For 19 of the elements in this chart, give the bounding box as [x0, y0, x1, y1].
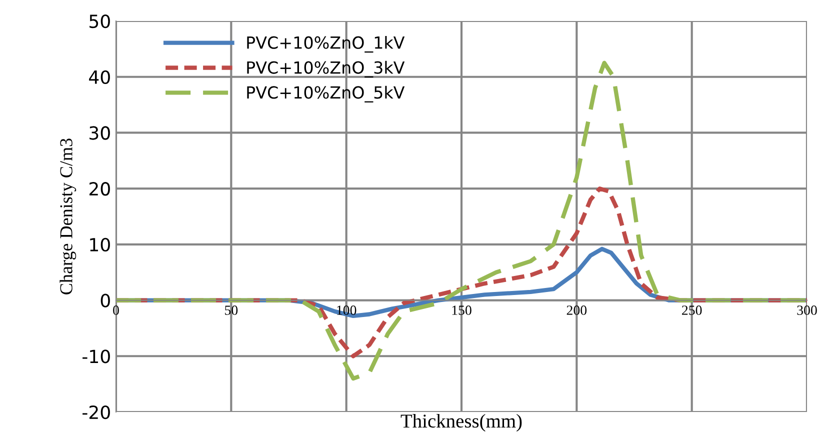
y-tick-label: -10	[82, 350, 110, 364]
legend-label: PVC+10%ZnO_5kV	[247, 86, 405, 102]
y-tick-label: 30	[90, 126, 110, 140]
y-axis-title: Charge Denisty C/m3	[60, 138, 76, 294]
y-tick-label: 20	[89, 182, 110, 196]
y-tick-label: -20	[82, 405, 110, 420]
y-tick-label: 10	[90, 238, 110, 252]
x-tick-label: 200	[566, 306, 587, 315]
x-tick-label: 150	[452, 306, 472, 315]
y-tick-label: 50	[90, 14, 110, 28]
x-axis-title: Thickness(mm)	[400, 414, 522, 432]
x-tick-label: 0	[113, 306, 119, 315]
x-tick-label: 250	[682, 306, 702, 315]
y-tick-label: 40	[89, 70, 110, 84]
x-tick-label: 50	[225, 306, 238, 315]
x-tick-label: 100	[337, 306, 356, 315]
legend-label: PVC+10%ZnO_3kV	[247, 60, 405, 78]
x-tick-label: 300	[797, 306, 817, 315]
legend-label: PVC+10%ZnO_1kV	[247, 36, 405, 53]
